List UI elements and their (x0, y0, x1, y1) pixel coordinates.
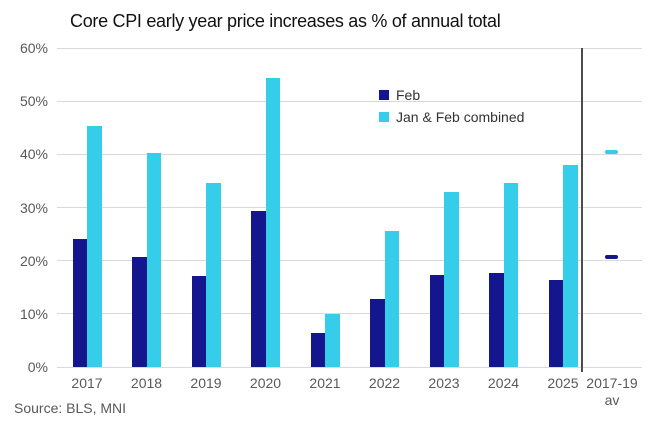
bar-2025-feb (548, 279, 563, 367)
bar-2018-jan-feb (146, 153, 161, 367)
bar-2021-jan-feb (325, 313, 340, 367)
gridline-50% (57, 100, 642, 102)
y-tick-label-60%: 60% (19, 40, 48, 56)
x-tick-label-2017: 2017 (71, 375, 103, 391)
bar-2025-jan-feb (563, 164, 578, 367)
bar-2024-feb (489, 273, 504, 367)
feb-swatch-icon (379, 90, 389, 100)
bar-2018-feb (132, 257, 147, 367)
legend-label-feb: Feb (396, 87, 421, 103)
x-tick-label-2018: 2018 (130, 375, 163, 391)
jan-feb-swatch-icon (379, 112, 389, 122)
x-tick-label-2020: 2020 (249, 375, 282, 391)
legend-item-feb: Feb (379, 84, 524, 106)
y-tick-label-50%: 50% (19, 93, 48, 110)
x-tick-label-2024: 2024 (487, 375, 520, 391)
y-tick-label-40%: 40% (19, 146, 48, 163)
bar-2020-feb (251, 211, 266, 367)
bar-2019-feb (191, 276, 206, 367)
source-note: Source: BLS, MNI (14, 400, 127, 416)
x-tick-label-2022: 2022 (368, 375, 401, 391)
x-tick-label-2019: 2019 (190, 375, 222, 391)
bar-2020-jan-feb (265, 78, 280, 367)
x-tick-label-2025: 2025 (547, 375, 579, 391)
gridline-60% (57, 47, 642, 49)
avg-marker-jan-feb (605, 150, 618, 155)
gridline-40% (57, 153, 642, 155)
x-tick-label-average: 2017-19 av (586, 375, 638, 408)
bar-2022-feb (370, 299, 385, 367)
chart-legend: Feb Jan & Feb combined (379, 84, 524, 128)
bar-2021-feb (310, 332, 325, 367)
gridline-20% (57, 260, 642, 262)
bar-2017-jan-feb (87, 125, 102, 367)
gridline-30% (57, 207, 642, 208)
bar-2017-feb (72, 239, 87, 367)
gridline-10% (57, 313, 642, 315)
legend-label-jan-feb: Jan & Feb combined (396, 109, 525, 125)
x-tick-label-2021: 2021 (309, 375, 341, 391)
bar-2022-jan-feb (384, 230, 399, 367)
bar-2024-jan-feb (503, 183, 518, 367)
bar-2023-jan-feb (444, 191, 459, 367)
y-tick-label-30%: 30% (19, 199, 48, 216)
x-tick-label-2023: 2023 (428, 375, 460, 391)
gridline-0% (57, 366, 642, 368)
y-tick-label-10%: 10% (19, 305, 48, 322)
legend-item-jan-feb: Jan & Feb combined (379, 106, 524, 128)
chart-title: Core CPI early year price increases as %… (70, 11, 501, 31)
bar-2023-feb (429, 275, 444, 367)
y-tick-label-0%: 0% (27, 359, 48, 375)
average-separator-line (581, 48, 583, 372)
avg-marker-feb (605, 255, 618, 260)
bar-2019-jan-feb (206, 182, 221, 367)
y-tick-label-20%: 20% (19, 252, 48, 269)
plot-area (57, 47, 642, 372)
